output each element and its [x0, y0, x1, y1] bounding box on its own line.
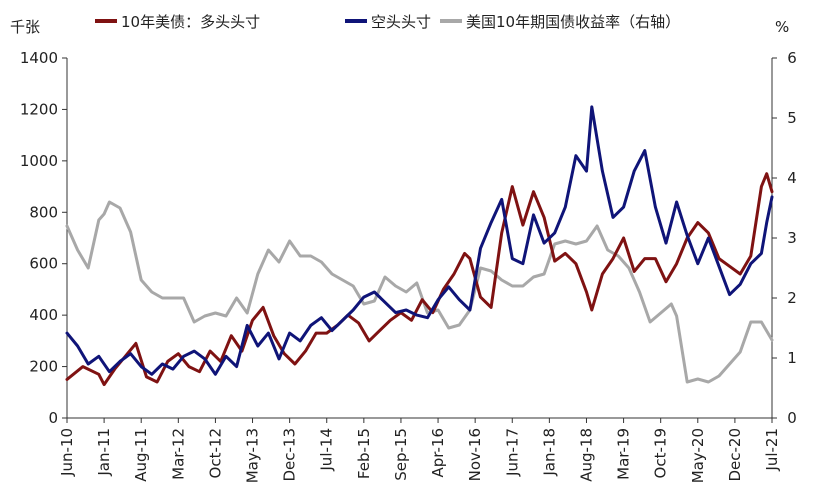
left-axis-tick-label: 0 [48, 409, 58, 427]
x-axis-tick-label: Jan-18 [540, 428, 558, 477]
right-axis-unit-label: % [775, 18, 789, 36]
right-axis-tick-label: 2 [787, 289, 797, 307]
x-axis-tick-label: Nov-16 [466, 428, 484, 481]
left-axis-tick-label: 600 [29, 255, 58, 273]
left-axis-tick-label: 800 [29, 203, 58, 221]
x-axis-tick-label: Jun-10 [58, 428, 76, 477]
left-axis-tick-label: 1000 [20, 152, 58, 170]
x-axis-tick-label: Aug-11 [132, 428, 150, 482]
legend-label-2: 美国10年期国债收益率（右轴） [466, 13, 680, 31]
x-axis-tick-label: Jun-17 [503, 428, 521, 477]
x-axis-tick-label: May-13 [244, 428, 262, 483]
series-line-0 [65, 172, 774, 387]
series-line-2 [65, 200, 774, 384]
left-axis-unit-label: 千张 [10, 18, 40, 36]
left-axis-tick-label: 400 [29, 306, 58, 324]
right-axis-tick-label: 4 [787, 169, 797, 187]
left-axis-tick-label: 1200 [20, 100, 58, 118]
x-axis-tick-label: Aug-18 [577, 428, 595, 482]
x-axis-tick-label: Apr-16 [429, 428, 447, 478]
right-axis-tick-label: 5 [787, 109, 797, 127]
x-axis-tick-label: May-20 [689, 428, 707, 483]
right-axis-tick-label: 1 [787, 349, 797, 367]
x-axis-tick-label: Jan-11 [95, 428, 113, 477]
left-axis-tick-label: 1400 [20, 49, 58, 67]
series-layer [65, 105, 774, 387]
right-axis-tick-label: 3 [787, 229, 797, 247]
x-axis-tick-label: Feb-15 [355, 428, 373, 479]
right-axis-tick-label: 0 [787, 409, 797, 427]
left-axis-tick-label: 200 [29, 358, 58, 376]
x-axis-tick-label: Sep-15 [392, 428, 410, 481]
x-axis-tick-label: Dec-13 [281, 428, 299, 482]
legend-label-1: 空头头寸 [371, 13, 431, 31]
x-axis-tick-label: Mar-12 [169, 428, 187, 480]
x-axis-tick-label: Jul-14 [318, 428, 336, 472]
right-axis-tick-label: 6 [787, 49, 797, 67]
legend: 10年美债：多头头寸 空头头寸 美国10年期国债收益率（右轴） [95, 13, 680, 31]
axes: 0 200 400 600 800 1000 1200 1400 0 1 2 3 4 5 6 Jun-10 Ja… [20, 49, 797, 483]
series-line-1 [65, 105, 774, 376]
x-axis-tick-label: Oct-12 [206, 428, 224, 478]
x-axis-tick-label: Jul-21 [763, 428, 781, 472]
x-axis-tick-label: Oct-19 [652, 428, 670, 478]
x-axis-tick-label: Mar-19 [615, 428, 633, 480]
legend-label-0: 10年美债：多头头寸 [121, 13, 260, 31]
x-axis-tick-label: Dec-20 [726, 428, 744, 482]
